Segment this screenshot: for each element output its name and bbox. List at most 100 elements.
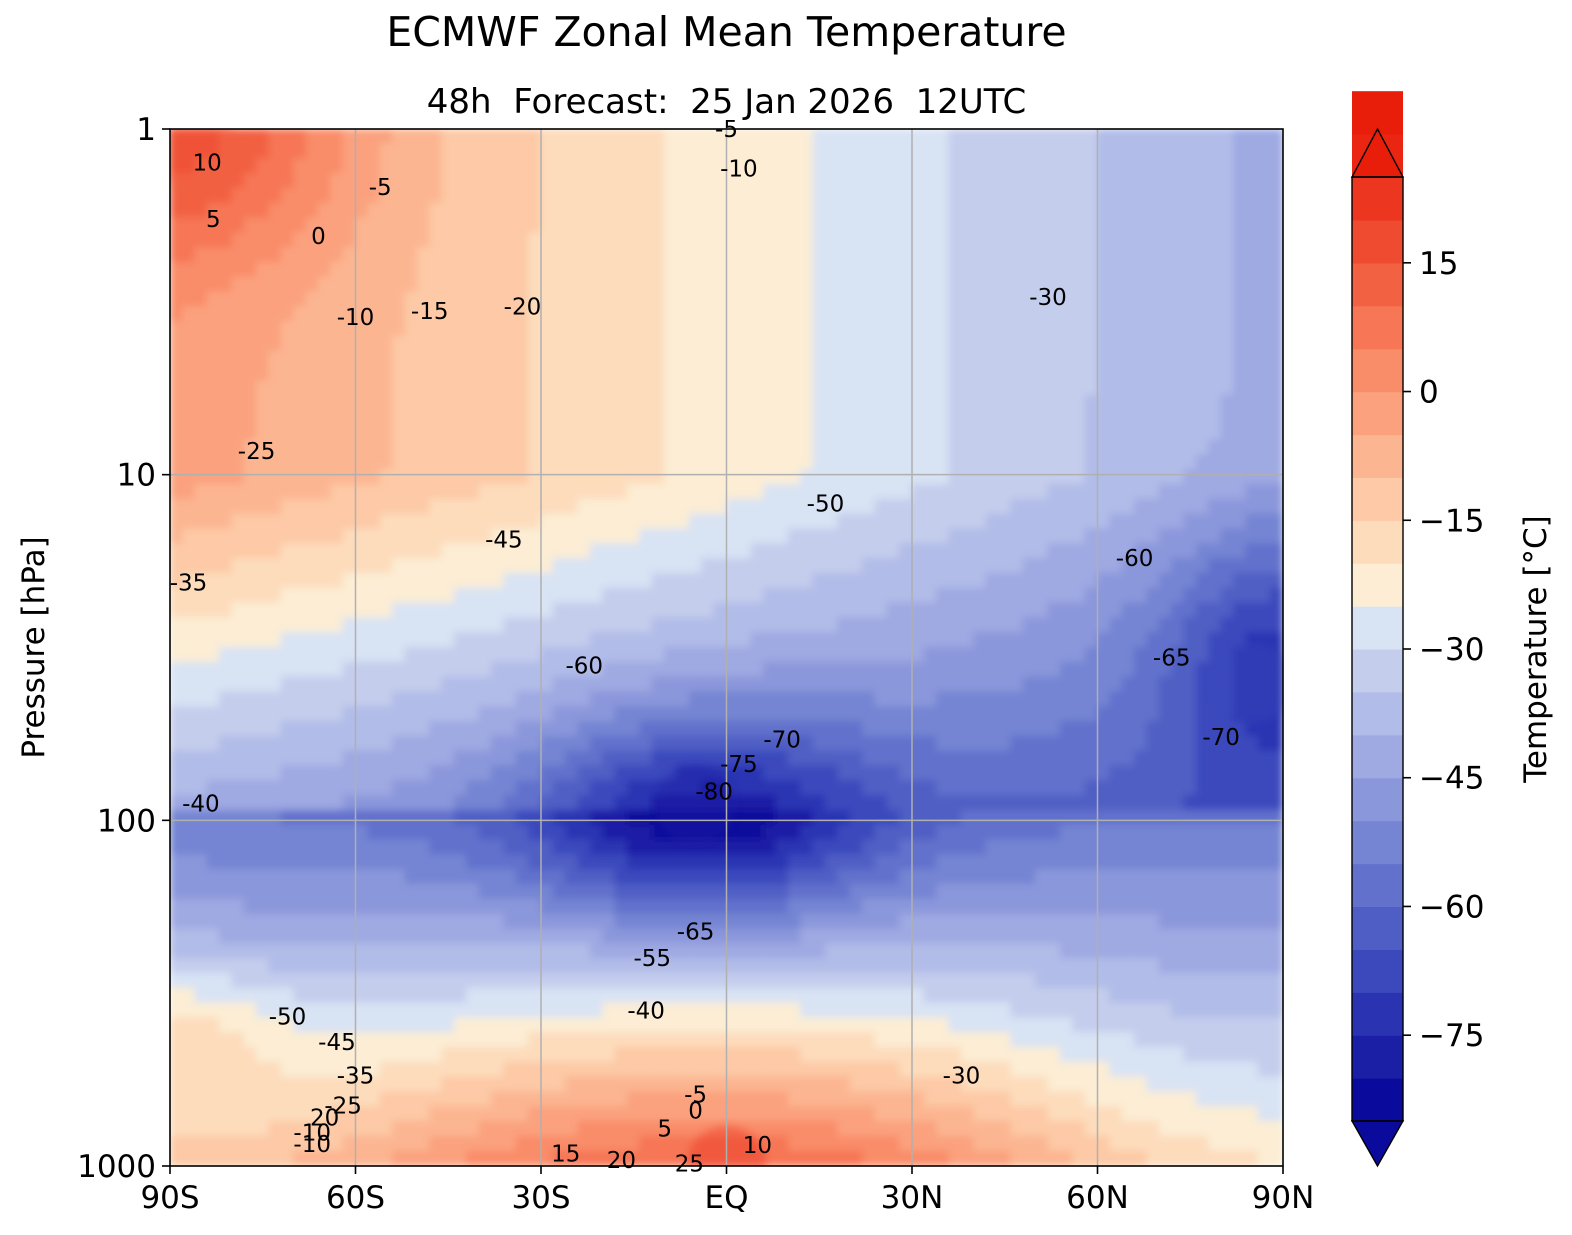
field-cell <box>763 587 777 604</box>
field-cell <box>528 276 542 293</box>
field-cell <box>763 291 777 308</box>
field-cell <box>1208 854 1222 871</box>
field-cell <box>231 884 245 900</box>
field-cell <box>602 247 616 263</box>
field-cell <box>701 484 715 500</box>
field-cell <box>392 306 406 323</box>
field-cell <box>763 632 777 648</box>
field-cell <box>1158 928 1173 945</box>
field-cell <box>923 735 938 752</box>
field-cell <box>1158 809 1173 826</box>
field-cell <box>355 735 369 752</box>
field-cell <box>503 928 517 945</box>
field-cell <box>923 158 938 174</box>
field-cell <box>1208 765 1222 782</box>
field-cell <box>416 513 431 530</box>
field-cell <box>367 809 381 826</box>
field-cell <box>478 306 493 323</box>
field-cell <box>379 395 394 411</box>
field-cell <box>614 247 629 263</box>
field-cell <box>194 321 208 337</box>
field-cell <box>936 321 950 337</box>
field-cell <box>280 558 295 574</box>
field-cell <box>404 721 418 737</box>
field-cell <box>429 365 443 382</box>
field-cell <box>330 676 344 693</box>
field-cell <box>231 335 245 352</box>
field-cell <box>1035 350 1049 367</box>
field-cell <box>775 335 789 352</box>
field-cell <box>491 824 505 841</box>
field-cell <box>849 661 864 678</box>
field-cell <box>787 306 802 323</box>
field-cell <box>577 676 591 693</box>
field-cell <box>268 543 282 560</box>
field-cell <box>899 187 913 204</box>
field-cell <box>676 750 690 767</box>
field-cell <box>1072 454 1086 471</box>
field-cell <box>1072 706 1086 723</box>
field-cell <box>342 735 356 752</box>
field-cell <box>194 395 208 411</box>
field-cell <box>218 943 233 960</box>
field-cell <box>170 513 183 530</box>
field-cell <box>812 380 826 397</box>
field-cell <box>540 543 554 560</box>
field-cell <box>1183 129 1197 145</box>
field-cell <box>923 647 938 663</box>
field-cell <box>787 706 802 723</box>
field-cell <box>305 513 319 530</box>
field-cell <box>824 321 839 337</box>
field-cell <box>589 735 604 752</box>
field-cell <box>899 691 913 708</box>
field-cell <box>886 543 901 560</box>
field-cell <box>280 661 295 678</box>
field-cell <box>317 321 332 337</box>
field-cell <box>899 884 913 900</box>
field-cell <box>453 617 468 634</box>
field-cell <box>713 232 727 249</box>
field-cell <box>800 528 814 545</box>
field-cell <box>1072 602 1086 619</box>
field-cell <box>1072 617 1086 634</box>
field-cell <box>416 232 431 249</box>
field-cell <box>170 395 183 411</box>
field-cell <box>886 765 901 782</box>
field-cell <box>763 187 777 204</box>
field-cell <box>1097 291 1111 308</box>
field-cell <box>849 647 864 663</box>
field-cell <box>1047 913 1061 930</box>
field-cell <box>503 839 517 856</box>
field-cell <box>491 721 505 737</box>
field-cell <box>936 676 950 693</box>
field-cell <box>231 928 245 945</box>
field-cell <box>1171 839 1185 856</box>
field-cell <box>429 721 443 737</box>
field-cell <box>1134 839 1148 856</box>
field-cell <box>775 587 789 604</box>
field-cell <box>342 750 356 767</box>
field-cell <box>268 350 282 367</box>
field-cell <box>874 735 888 752</box>
field-cell <box>577 395 591 411</box>
field-cell <box>800 602 814 619</box>
field-cell <box>565 572 579 589</box>
field-cell <box>1158 409 1173 426</box>
field-cell <box>280 395 295 411</box>
field-cell <box>1220 632 1235 648</box>
field-cell <box>170 632 183 648</box>
field-cell <box>404 424 418 441</box>
field-cell <box>1035 558 1049 574</box>
field-cell <box>602 172 616 189</box>
field-cell <box>713 617 727 634</box>
field-cell <box>1245 809 1259 826</box>
field-cell <box>1220 558 1235 574</box>
field-cell <box>466 247 480 263</box>
field-cell <box>206 513 220 530</box>
field-cell <box>1146 513 1160 530</box>
field-cell <box>824 750 839 767</box>
field-cell <box>1270 721 1283 737</box>
field-cell <box>886 839 901 856</box>
field-cell <box>1022 306 1037 323</box>
field-cell <box>293 721 307 737</box>
